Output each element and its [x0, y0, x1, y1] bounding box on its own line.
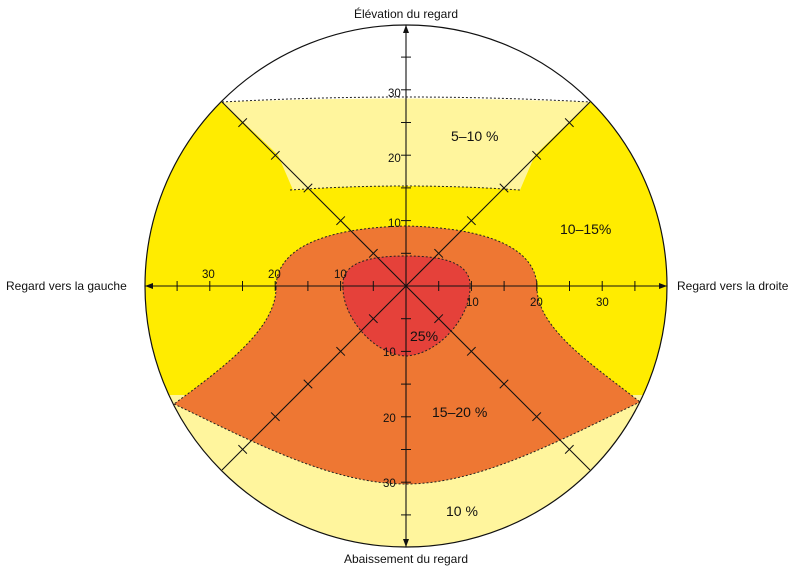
- tick-labels: 10 20 30 10 20 30 10 20 30 10 20 30: [202, 88, 609, 490]
- arrow-down-icon: [403, 539, 409, 547]
- boundary-red: [342, 255, 471, 357]
- tick-label-down-20: 20: [383, 413, 396, 425]
- tick-label-right-20: 20: [530, 297, 543, 309]
- direction-label-bottom: Abaissement du regard: [344, 552, 468, 566]
- tick-diagonal: [303, 379, 313, 389]
- zone-label-15-20: 15–20 %: [432, 404, 487, 420]
- direction-label-right: Regard vers la droite: [677, 279, 789, 293]
- zone-label-5-10: 5–10 %: [451, 128, 498, 144]
- tick-label-left-10: 10: [334, 269, 347, 281]
- arrow-right-icon: [659, 283, 667, 289]
- tick-diagonal: [368, 248, 378, 258]
- tick-diagonal: [499, 183, 509, 193]
- tick-diagonal: [434, 248, 444, 258]
- tick-label-up-20: 20: [388, 153, 401, 165]
- axis-arrows: [145, 25, 667, 547]
- tick-diagonal: [336, 346, 346, 356]
- tick-diagonal: [238, 118, 248, 128]
- tick-diagonal: [466, 216, 476, 226]
- boundary-light-yellow: [289, 185, 521, 191]
- tick-diagonal: [499, 379, 509, 389]
- tick-label-left-30: 30: [202, 269, 215, 281]
- tick-diagonal: [564, 444, 574, 454]
- tick-label-down-30: 30: [383, 478, 396, 490]
- tick-label-left-20: 20: [268, 269, 281, 281]
- tick-diagonal: [270, 150, 280, 160]
- tick-label-down-10: 10: [383, 347, 396, 359]
- zone-labels: 5–10 % 10–15% 15–20 % 25% 10 %: [410, 128, 611, 519]
- tick-label-up-30: 30: [388, 88, 401, 100]
- tick-diagonal: [336, 216, 346, 226]
- tick-diagonal: [466, 346, 476, 356]
- tick-label-right-30: 30: [596, 297, 609, 309]
- tick-diagonal: [532, 412, 542, 422]
- tick-diagonal: [270, 412, 280, 422]
- diagonal-axis-2: [221, 101, 591, 471]
- zone-label-25: 25%: [410, 328, 438, 344]
- zone-label-10-15: 10–15%: [560, 221, 611, 237]
- tick-label-right-10: 10: [466, 297, 479, 309]
- tick-diagonal: [238, 444, 248, 454]
- axes: [145, 25, 667, 547]
- zone-label-10: 10 %: [446, 503, 478, 519]
- arrow-left-icon: [145, 283, 153, 289]
- direction-label-top: Élévation du regard: [354, 6, 458, 21]
- boundary-orange-top: [275, 225, 641, 403]
- tick-diagonal: [303, 183, 313, 193]
- arrow-up-icon: [403, 25, 409, 33]
- direction-labels: Élévation du regard Abaissement du regar…: [6, 6, 789, 566]
- tick-label-up-10: 10: [388, 218, 401, 230]
- axis-ticks: [176, 56, 636, 516]
- direction-label-left: Regard vers la gauche: [6, 279, 127, 293]
- tick-diagonal: [532, 150, 542, 160]
- tick-diagonal: [564, 118, 574, 128]
- tick-diagonal: [368, 314, 378, 324]
- tick-diagonal: [434, 314, 444, 324]
